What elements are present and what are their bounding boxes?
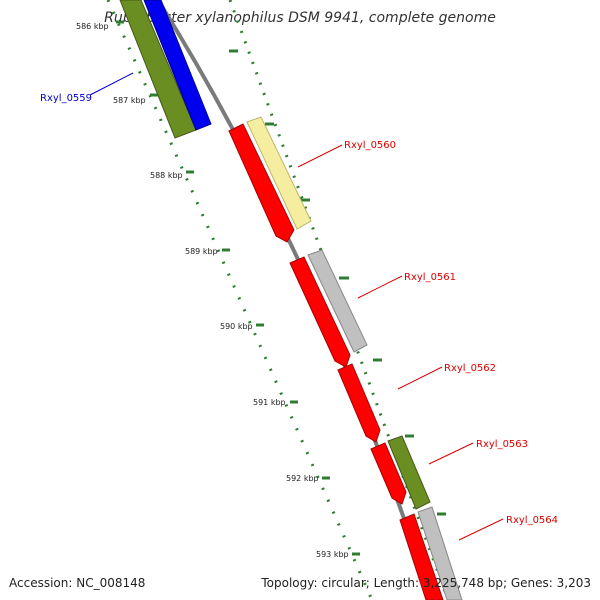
cds-arrow-0564[interactable] xyxy=(399,513,444,600)
leader-line-0562 xyxy=(397,366,443,390)
tick-label: 590 kbp xyxy=(220,322,253,331)
gene-label-0562[interactable]: Rxyl_0562 xyxy=(444,363,496,374)
tick-label: 586 kbp xyxy=(76,22,109,31)
genome-stats-text: Topology: circular; Length: 3,225,748 bp… xyxy=(260,576,591,590)
tick-label: 589 kbp xyxy=(185,247,218,256)
cds-arrow-0562[interactable] xyxy=(337,363,381,443)
feature-grey-0561[interactable] xyxy=(307,249,368,353)
feature-olive-0563[interactable] xyxy=(387,435,431,510)
inner-major-ticks xyxy=(116,20,360,556)
tick-label: 587 kbp xyxy=(113,96,146,105)
leader-line-0560 xyxy=(297,144,343,168)
tick-label: 592 kbp xyxy=(286,474,319,483)
tick-label: 591 kbp xyxy=(253,398,286,407)
leader-line-0563 xyxy=(428,442,474,465)
leader-line-0561 xyxy=(357,275,403,299)
accession-text: Accession: NC_008148 xyxy=(9,576,145,590)
gene-label-0563[interactable]: Rxyl_0563 xyxy=(476,439,528,450)
feature-grey-0564[interactable] xyxy=(417,506,463,600)
gene-label-0561[interactable]: Rxyl_0561 xyxy=(404,272,456,283)
genome-backbone xyxy=(156,0,434,600)
cds-arrow-0561[interactable] xyxy=(289,256,351,368)
gene-label-0559[interactable]: Rxyl_0559 xyxy=(40,93,92,104)
genome-title: Rubrobacter xylanophilus DSM 9941, compl… xyxy=(104,10,496,26)
feature-blue-0559[interactable] xyxy=(143,0,212,131)
leader-line-0559 xyxy=(89,72,134,96)
outer-major-ticks xyxy=(229,49,446,516)
gene-label-0564[interactable]: Rxyl_0564 xyxy=(506,515,558,526)
gene-label-0560[interactable]: Rxyl_0560 xyxy=(344,140,396,151)
feature-yellow-0560[interactable] xyxy=(246,116,312,230)
tick-label: 588 kbp xyxy=(150,171,183,180)
leader-line-0564 xyxy=(458,518,504,541)
cds-arrow-0560[interactable] xyxy=(228,123,295,243)
tick-label: 593 kbp xyxy=(316,550,349,559)
inner-ruler xyxy=(106,0,374,600)
cds-arrow-0563[interactable] xyxy=(370,442,407,505)
